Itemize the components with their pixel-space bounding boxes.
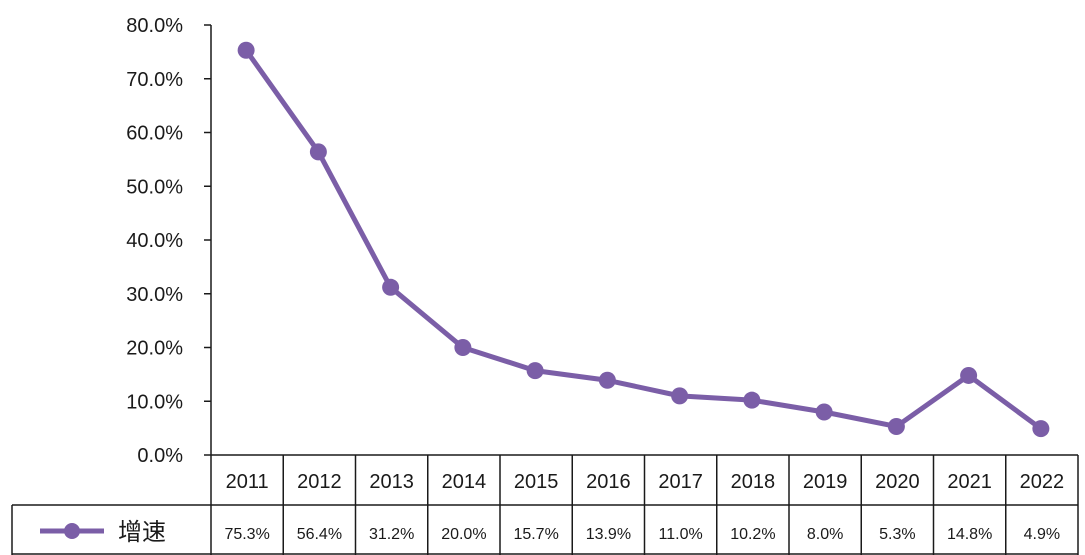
- data-label: 13.9%: [586, 526, 631, 543]
- x-category-label: 2020: [875, 471, 920, 493]
- legend-label: 增速: [118, 519, 166, 546]
- y-tick-label: 40.0%: [126, 230, 183, 252]
- data-point: [887, 418, 905, 436]
- y-axis: 0.0% 10.0% 20.0% 30.0% 40.0% 50.0% 60.0% 70.0% 8…: [126, 15, 212, 467]
- data-point: [237, 41, 255, 59]
- y-tick-label: 80.0%: [126, 15, 183, 37]
- data-label: 11.0%: [659, 526, 703, 543]
- data-table: 2011 2012 2013 2014 2015 2016 2017 2018 2019 2020…: [11, 454, 1079, 555]
- data-label: 5.3%: [879, 526, 915, 543]
- y-tick-label: 0.0%: [137, 445, 183, 467]
- data-label: 14.8%: [947, 526, 992, 543]
- y-tick-label: 70.0%: [126, 69, 183, 91]
- x-category-label: 2017: [658, 471, 703, 493]
- x-category-label: 2013: [369, 471, 414, 493]
- data-label: 56.4%: [297, 526, 342, 543]
- series-line: [244, 48, 1043, 431]
- y-tick-label: 20.0%: [126, 338, 183, 360]
- x-category-label: 2021: [947, 471, 992, 493]
- y-tick-label: 30.0%: [126, 284, 183, 306]
- data-point: [382, 278, 400, 296]
- data-point: [815, 403, 833, 421]
- x-category-label: 2015: [514, 471, 559, 493]
- series-line-group: [237, 41, 1050, 438]
- data-point: [309, 143, 327, 161]
- data-point: [671, 387, 689, 405]
- x-category-label: 2014: [442, 471, 487, 493]
- y-tick-label: 60.0%: [126, 123, 183, 145]
- x-category-label: 2019: [803, 471, 848, 493]
- legend: 增速: [40, 519, 166, 546]
- data-label: 8.0%: [807, 526, 843, 543]
- legend-marker: [64, 523, 80, 539]
- data-point: [1032, 420, 1050, 438]
- data-point: [743, 391, 761, 409]
- data-point: [526, 362, 544, 380]
- data-label: 75.3%: [224, 526, 269, 543]
- data-point: [454, 339, 472, 356]
- data-point: [598, 371, 616, 389]
- data-point: [960, 366, 978, 384]
- y-tick-label: 50.0%: [126, 176, 183, 198]
- x-category-label: 2018: [731, 471, 776, 493]
- data-label: 4.9%: [1024, 526, 1060, 543]
- data-label: 10.2%: [730, 526, 775, 543]
- x-category-label: 2011: [226, 471, 269, 493]
- data-label: 31.2%: [369, 526, 414, 543]
- data-label: 20.0%: [441, 526, 486, 543]
- y-tick-label: 10.0%: [126, 391, 183, 413]
- x-category-label: 2016: [586, 471, 631, 493]
- data-label: 15.7%: [513, 526, 558, 543]
- x-category-label: 2022: [1020, 471, 1065, 493]
- x-category-label: 2012: [297, 471, 342, 493]
